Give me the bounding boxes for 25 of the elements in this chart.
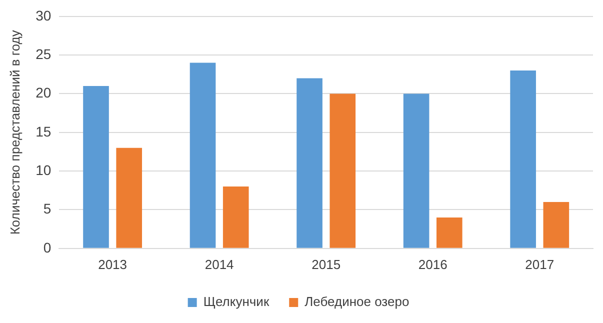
legend-label: Лебединое озеро	[304, 294, 410, 310]
y-axis-title: Количество представлений в году	[7, 30, 22, 235]
y-tick-label: 0	[43, 239, 52, 256]
y-tick-label: 30	[36, 7, 52, 24]
bar	[190, 62, 216, 248]
bar	[83, 86, 109, 248]
x-tick-label: 2014	[204, 256, 234, 272]
y-tick-label: 10	[36, 162, 52, 178]
x-tick-label: 2017	[525, 256, 554, 272]
y-tick-label: 5	[43, 200, 52, 217]
bar	[403, 94, 430, 248]
y-tick-label: 15	[36, 123, 52, 140]
bar	[296, 78, 322, 248]
y-tick-label: 20	[36, 84, 52, 101]
x-tick-label: 2015	[312, 256, 341, 272]
legend-label: Щелкунчик	[203, 294, 270, 310]
bar	[116, 148, 142, 248]
x-tick-label: 2016	[418, 256, 448, 272]
bar	[436, 217, 462, 248]
bar	[543, 202, 570, 248]
x-tick-label: 2013	[98, 256, 128, 272]
bar	[510, 70, 536, 248]
bar	[222, 186, 249, 248]
bar	[330, 94, 356, 248]
y-tick-label: 25	[36, 46, 52, 62]
